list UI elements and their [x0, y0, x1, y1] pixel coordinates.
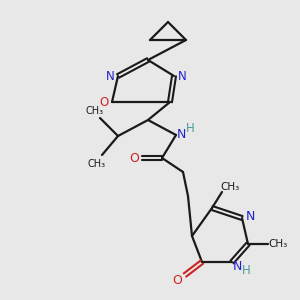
Text: CH₃: CH₃	[88, 159, 106, 169]
Text: O: O	[172, 274, 182, 287]
Text: N: N	[245, 209, 255, 223]
Text: CH₃: CH₃	[268, 239, 288, 249]
Text: N: N	[178, 70, 186, 83]
Text: O: O	[99, 95, 109, 109]
Text: N: N	[106, 70, 114, 83]
Text: O: O	[129, 152, 139, 164]
Text: H: H	[242, 265, 250, 278]
Text: N: N	[176, 128, 186, 142]
Text: CH₃: CH₃	[220, 182, 240, 192]
Text: CH₃: CH₃	[86, 106, 104, 116]
Text: N: N	[232, 260, 242, 272]
Text: H: H	[186, 122, 194, 134]
